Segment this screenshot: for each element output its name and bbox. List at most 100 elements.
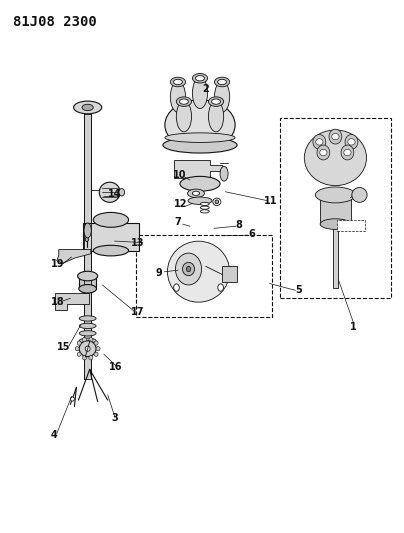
Ellipse shape <box>212 99 221 104</box>
Text: 13: 13 <box>131 238 145 248</box>
Bar <box>332 224 338 288</box>
Ellipse shape <box>176 97 191 107</box>
Ellipse shape <box>174 284 179 292</box>
Ellipse shape <box>74 101 102 114</box>
Ellipse shape <box>320 149 327 156</box>
Bar <box>280 118 391 298</box>
Ellipse shape <box>183 262 195 276</box>
Ellipse shape <box>170 77 185 87</box>
Text: 4: 4 <box>50 430 57 440</box>
Ellipse shape <box>75 346 79 351</box>
Text: 7: 7 <box>175 217 181 228</box>
Ellipse shape <box>218 79 227 85</box>
Ellipse shape <box>77 352 81 357</box>
Ellipse shape <box>77 341 81 345</box>
Ellipse shape <box>200 206 209 209</box>
Ellipse shape <box>200 203 209 206</box>
Ellipse shape <box>345 134 358 149</box>
Ellipse shape <box>175 253 202 285</box>
Ellipse shape <box>215 200 219 204</box>
Ellipse shape <box>85 346 90 351</box>
Ellipse shape <box>179 99 188 104</box>
Ellipse shape <box>173 79 182 85</box>
Ellipse shape <box>317 145 330 160</box>
Ellipse shape <box>176 101 191 132</box>
Ellipse shape <box>348 139 355 145</box>
Text: 12: 12 <box>175 199 188 209</box>
Ellipse shape <box>192 191 200 196</box>
Ellipse shape <box>196 76 204 81</box>
Ellipse shape <box>93 213 128 227</box>
Ellipse shape <box>215 82 230 112</box>
Text: 17: 17 <box>131 306 145 317</box>
Bar <box>320 193 351 224</box>
Ellipse shape <box>220 166 228 181</box>
Ellipse shape <box>99 182 120 203</box>
Text: 19: 19 <box>51 259 64 269</box>
Polygon shape <box>174 160 222 179</box>
Ellipse shape <box>96 346 100 351</box>
Text: 18: 18 <box>51 297 64 307</box>
Ellipse shape <box>167 241 229 302</box>
Polygon shape <box>55 293 89 310</box>
Ellipse shape <box>316 139 323 145</box>
Ellipse shape <box>82 356 86 360</box>
Ellipse shape <box>94 352 98 357</box>
Ellipse shape <box>208 97 224 107</box>
Text: 16: 16 <box>109 362 122 372</box>
Ellipse shape <box>304 130 366 185</box>
Text: 81J08 2300: 81J08 2300 <box>13 14 97 29</box>
Ellipse shape <box>89 337 93 342</box>
Ellipse shape <box>119 189 124 196</box>
Text: 8: 8 <box>236 220 242 230</box>
Ellipse shape <box>332 133 339 140</box>
Ellipse shape <box>79 316 96 321</box>
Ellipse shape <box>344 149 351 156</box>
Ellipse shape <box>94 341 98 345</box>
Ellipse shape <box>84 223 91 238</box>
Ellipse shape <box>215 77 230 87</box>
Ellipse shape <box>320 219 351 229</box>
Ellipse shape <box>180 176 220 191</box>
Ellipse shape <box>79 341 96 357</box>
Text: 5: 5 <box>296 285 303 295</box>
Ellipse shape <box>313 134 326 149</box>
Text: 3: 3 <box>111 413 118 423</box>
Ellipse shape <box>70 397 74 401</box>
Ellipse shape <box>79 285 97 293</box>
Ellipse shape <box>165 133 235 142</box>
Bar <box>337 220 365 231</box>
Ellipse shape <box>316 187 356 203</box>
Text: 14: 14 <box>108 189 121 199</box>
Bar <box>136 235 272 317</box>
Ellipse shape <box>188 197 212 205</box>
Ellipse shape <box>89 356 93 360</box>
Ellipse shape <box>192 74 208 83</box>
Ellipse shape <box>79 330 96 336</box>
Bar <box>79 275 97 289</box>
Text: 6: 6 <box>249 229 255 239</box>
Ellipse shape <box>93 245 128 256</box>
Ellipse shape <box>187 266 191 272</box>
Bar <box>84 114 91 379</box>
Ellipse shape <box>213 198 221 206</box>
Ellipse shape <box>170 82 185 112</box>
Ellipse shape <box>187 189 204 198</box>
Text: 10: 10 <box>173 170 187 180</box>
Ellipse shape <box>79 338 96 343</box>
Ellipse shape <box>82 104 93 111</box>
Ellipse shape <box>208 101 224 132</box>
Ellipse shape <box>218 284 223 292</box>
Ellipse shape <box>200 210 209 213</box>
Text: 2: 2 <box>202 84 208 94</box>
Text: 15: 15 <box>57 342 70 352</box>
Ellipse shape <box>85 237 88 241</box>
Bar <box>83 223 139 251</box>
Text: 11: 11 <box>264 196 278 206</box>
Polygon shape <box>57 249 91 263</box>
Ellipse shape <box>78 271 98 281</box>
Text: 9: 9 <box>156 268 162 278</box>
Ellipse shape <box>163 137 237 153</box>
Bar <box>222 266 237 282</box>
Ellipse shape <box>79 323 96 328</box>
